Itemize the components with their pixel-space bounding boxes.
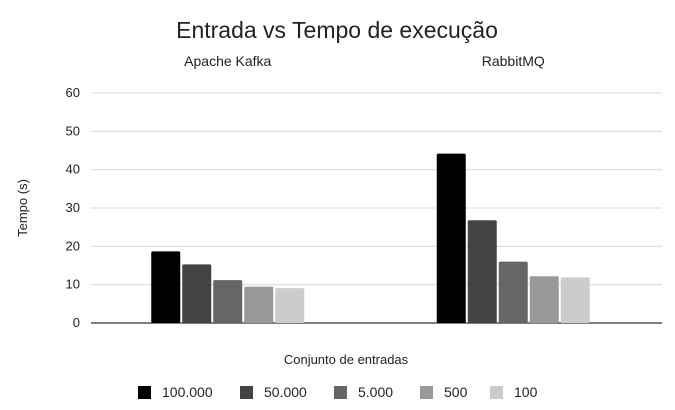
x-axis-label: Conjunto de entradas bbox=[284, 352, 409, 367]
legend-label: 100.000 bbox=[162, 384, 213, 400]
bar bbox=[529, 276, 559, 323]
bars bbox=[151, 153, 590, 323]
category-labels: Apache Kafka RabbitMQ bbox=[184, 53, 545, 69]
legend-label: 500 bbox=[444, 384, 468, 400]
chart-title: Entrada vs Tempo de execução bbox=[176, 17, 498, 43]
y-tick-label: 30 bbox=[66, 200, 80, 215]
bar bbox=[467, 220, 497, 323]
bar bbox=[182, 264, 212, 323]
y-tick-label: 10 bbox=[66, 277, 80, 292]
y-tick-label: 0 bbox=[73, 315, 80, 330]
y-tick-label: 20 bbox=[66, 238, 80, 253]
y-tick-label: 60 bbox=[66, 85, 80, 100]
legend-swatch bbox=[138, 386, 151, 399]
y-axis-label: Tempo (s) bbox=[15, 179, 30, 237]
legend-swatch bbox=[240, 386, 253, 399]
bar bbox=[560, 277, 590, 323]
y-tick-label: 40 bbox=[66, 162, 80, 177]
legend-swatch bbox=[334, 386, 347, 399]
legend: 100.000 50.000 5.000 500 100 bbox=[138, 384, 538, 400]
legend-label: 50.000 bbox=[264, 384, 307, 400]
category-label: Apache Kafka bbox=[184, 53, 271, 69]
y-tick-label: 50 bbox=[66, 123, 80, 138]
category-label: RabbitMQ bbox=[482, 53, 545, 69]
bar bbox=[244, 286, 274, 323]
legend-swatch bbox=[490, 386, 503, 399]
bar bbox=[213, 280, 243, 323]
bar bbox=[151, 251, 181, 323]
legend-label: 100 bbox=[514, 384, 538, 400]
legend-swatch bbox=[420, 386, 433, 399]
bar bbox=[275, 288, 305, 323]
legend-label: 5.000 bbox=[358, 384, 393, 400]
bar bbox=[436, 153, 466, 323]
bar bbox=[498, 261, 528, 323]
